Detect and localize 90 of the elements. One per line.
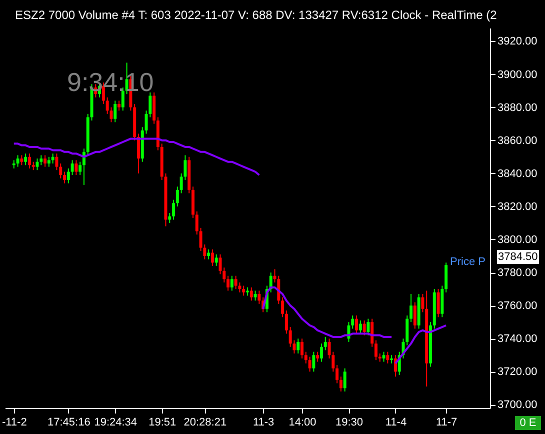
candlestick xyxy=(312,351,316,372)
line-series xyxy=(12,138,260,176)
candlestick xyxy=(226,275,230,292)
candlestick xyxy=(250,286,253,302)
candlestick xyxy=(413,302,416,330)
candlestick xyxy=(74,160,78,176)
x-tick-label: 19:51 xyxy=(148,416,176,428)
candlestick xyxy=(406,314,409,346)
candlestick xyxy=(47,156,50,168)
candlestick xyxy=(168,212,172,224)
candlestick xyxy=(281,296,284,318)
candlestick xyxy=(242,285,246,296)
x-tick-label: 11-3 xyxy=(252,416,274,428)
x-tick-label: 11-7 xyxy=(436,416,458,428)
x-tick-label: 19:30 xyxy=(335,416,363,428)
y-tick-label: 3820.00 xyxy=(498,200,538,213)
candlestick xyxy=(78,161,82,176)
candlestick xyxy=(234,275,238,290)
text: 3784.50 xyxy=(498,251,538,263)
candlestick xyxy=(222,267,226,283)
chart-title: ESZ2 7000 Volume #4 T: 603 2022-11-07 V: 688 DV: 133427 RV:6312 Clock - RealTime (2 xyxy=(15,8,498,22)
x-tick-label: -11-2 xyxy=(2,416,27,428)
candlestick xyxy=(172,199,176,220)
candlestick xyxy=(320,343,323,362)
y-tick-label: 3780.00 xyxy=(498,267,538,280)
candlestick xyxy=(51,153,54,164)
candlestick xyxy=(300,338,304,359)
candlestick xyxy=(214,254,218,266)
candlestick xyxy=(195,210,198,236)
candlestick xyxy=(44,154,47,168)
candlestick xyxy=(444,262,448,293)
candlestick xyxy=(374,340,378,361)
candlestick xyxy=(355,314,358,334)
x-tick-label: 11-4 xyxy=(385,416,407,428)
y-tick-label: 3860.00 xyxy=(498,134,538,147)
candlestick xyxy=(304,351,308,364)
candlestick xyxy=(28,153,31,169)
y-tick-label: 3840.00 xyxy=(498,168,538,180)
candlestick xyxy=(66,168,70,184)
x-tick-label: 20:28:21 xyxy=(184,416,227,428)
candlestick xyxy=(36,158,39,171)
candlestick xyxy=(284,310,288,334)
candlestick xyxy=(258,290,261,304)
y-tick-label: 3700.00 xyxy=(498,399,538,412)
candlestick xyxy=(308,356,312,372)
text: Price P xyxy=(450,256,486,268)
candlestick xyxy=(316,351,320,362)
candlestick xyxy=(324,336,327,351)
y-tick-label: 3720.00 xyxy=(498,366,538,378)
y-tick-label: 3920.00 xyxy=(498,36,538,48)
candlestick xyxy=(421,294,424,313)
candlestick xyxy=(210,248,214,266)
candlestick xyxy=(63,171,66,184)
candlestick xyxy=(336,364,339,384)
candlestick xyxy=(386,351,390,364)
candlestick xyxy=(40,154,43,166)
candlestick xyxy=(70,160,74,176)
y-tick-label: 3760.00 xyxy=(498,300,538,312)
candlestick xyxy=(20,154,24,166)
candlestick xyxy=(176,186,179,207)
y-tick-label: 3880.00 xyxy=(498,102,538,114)
candlestick xyxy=(296,338,300,354)
candlestick xyxy=(436,288,440,318)
candlestick xyxy=(351,314,354,330)
candlestick xyxy=(358,320,362,334)
candlestick xyxy=(55,153,58,171)
candlestick xyxy=(339,376,342,392)
x-tick-label: 19:24:34 xyxy=(94,416,138,428)
candlestick xyxy=(254,290,257,302)
candlestick xyxy=(16,154,20,168)
candlestick xyxy=(136,133,140,174)
x-tick-label: 14:00 xyxy=(288,416,316,428)
candlestick xyxy=(118,100,121,112)
candlestick xyxy=(382,351,386,362)
y-tick-label: 3740.00 xyxy=(498,333,538,346)
candlestick xyxy=(207,248,210,260)
candlestick xyxy=(230,275,234,292)
y-tick-label: 3800.00 xyxy=(498,234,538,246)
x-tick-label: 17:45:16 xyxy=(47,416,90,428)
y-tick-label: 3900.00 xyxy=(498,68,538,81)
candlestick xyxy=(366,318,370,336)
candlestick xyxy=(24,153,28,166)
candlestick xyxy=(370,318,374,348)
candlestick xyxy=(362,320,366,336)
text: 0 E xyxy=(520,417,536,429)
candlestick xyxy=(114,100,117,123)
candlestick xyxy=(343,368,346,392)
candlestick xyxy=(218,254,222,275)
candlestick xyxy=(410,294,413,323)
candlestick xyxy=(59,162,62,179)
